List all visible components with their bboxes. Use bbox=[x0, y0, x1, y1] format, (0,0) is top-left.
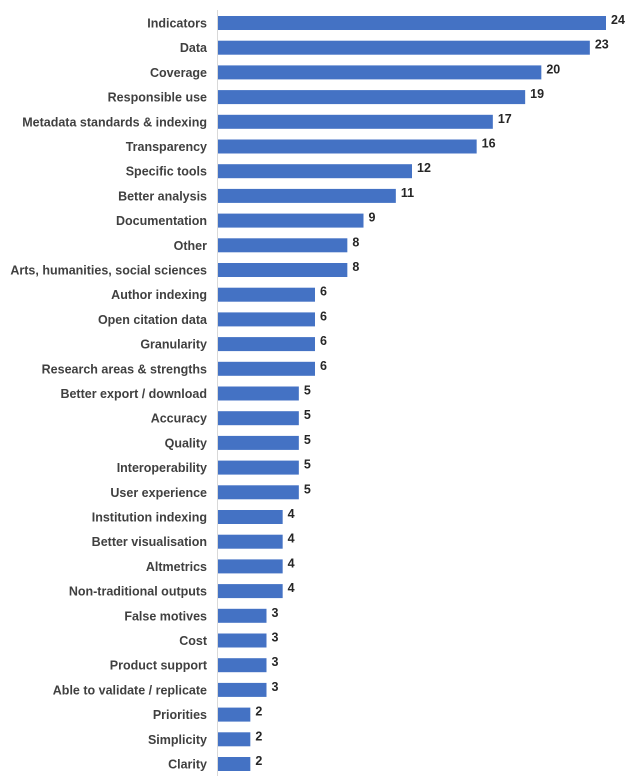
category-label: Indicators bbox=[147, 17, 207, 31]
data-label: 16 bbox=[482, 137, 496, 151]
bar bbox=[218, 139, 477, 154]
bar bbox=[218, 411, 299, 426]
category-label: Simplicity bbox=[148, 733, 207, 747]
bar bbox=[218, 90, 526, 105]
bar bbox=[218, 682, 267, 697]
bar bbox=[218, 460, 299, 475]
category-label: Priorities bbox=[153, 708, 207, 722]
bar bbox=[218, 238, 348, 253]
bar bbox=[218, 757, 251, 771]
data-label: 2 bbox=[255, 729, 262, 743]
category-label: Altmetrics bbox=[146, 560, 207, 574]
category-label: Other bbox=[174, 239, 207, 253]
bar bbox=[218, 263, 348, 277]
data-label: 4 bbox=[288, 532, 295, 546]
data-label: 6 bbox=[320, 334, 327, 348]
data-label: 8 bbox=[352, 235, 359, 249]
bar bbox=[218, 65, 542, 80]
category-label: Product support bbox=[110, 659, 208, 673]
bar bbox=[218, 114, 493, 129]
bar bbox=[218, 658, 267, 673]
category-label: User experience bbox=[110, 486, 207, 500]
data-label: 6 bbox=[320, 309, 327, 323]
data-label: 4 bbox=[288, 507, 295, 521]
data-label: 3 bbox=[272, 655, 279, 669]
category-label: Arts, humanities, social sciences bbox=[10, 264, 207, 278]
bar bbox=[218, 633, 267, 648]
category-label: Better visualisation bbox=[92, 535, 207, 549]
bar bbox=[218, 584, 283, 599]
category-label: Better analysis bbox=[118, 189, 207, 203]
bar bbox=[218, 510, 283, 524]
data-label: 2 bbox=[255, 705, 262, 719]
category-label: Specific tools bbox=[126, 165, 207, 179]
category-label: Author indexing bbox=[111, 288, 207, 302]
bar bbox=[218, 534, 283, 549]
bar bbox=[218, 485, 299, 500]
category-label: Granularity bbox=[140, 338, 207, 352]
category-label: Non-traditional outputs bbox=[69, 585, 207, 599]
category-label: Institution indexing bbox=[92, 511, 207, 525]
data-label: 11 bbox=[401, 186, 414, 200]
bar bbox=[218, 16, 606, 30]
bar bbox=[218, 188, 396, 203]
data-label: 3 bbox=[272, 631, 279, 645]
data-label: 5 bbox=[304, 458, 311, 472]
bar bbox=[218, 361, 315, 376]
bar bbox=[218, 707, 251, 722]
category-label: False motives bbox=[124, 609, 207, 623]
data-label: 6 bbox=[320, 285, 327, 299]
category-label: Clarity bbox=[168, 758, 207, 772]
category-label: Quality bbox=[165, 436, 207, 450]
data-label: 24 bbox=[611, 13, 625, 27]
category-label: Coverage bbox=[150, 66, 207, 80]
data-label: 2 bbox=[255, 754, 262, 768]
category-label: Data bbox=[180, 41, 208, 55]
category-label: Metadata standards & indexing bbox=[22, 115, 207, 129]
data-label: 4 bbox=[288, 556, 295, 570]
data-label: 3 bbox=[272, 680, 279, 694]
data-label: 17 bbox=[498, 112, 512, 126]
data-label: 19 bbox=[530, 87, 544, 101]
data-label: 8 bbox=[352, 260, 359, 274]
bar bbox=[218, 386, 299, 401]
bar bbox=[218, 559, 283, 574]
bar bbox=[218, 337, 315, 352]
data-label: 4 bbox=[288, 581, 295, 595]
category-label: Research areas & strengths bbox=[42, 362, 207, 376]
category-label: Responsible use bbox=[108, 91, 207, 105]
data-label: 5 bbox=[304, 482, 311, 496]
bar bbox=[218, 40, 590, 55]
category-label: Cost bbox=[179, 634, 208, 648]
category-label: Transparency bbox=[126, 140, 207, 154]
category-label: Able to validate / replicate bbox=[53, 683, 207, 697]
data-label: 5 bbox=[304, 408, 311, 422]
bar bbox=[218, 213, 364, 228]
category-label: Documentation bbox=[116, 214, 207, 228]
category-label: Better export / download bbox=[60, 387, 207, 401]
category-label: Accuracy bbox=[151, 412, 207, 426]
data-label: 5 bbox=[304, 433, 311, 447]
category-label: Interoperability bbox=[117, 461, 207, 475]
bar bbox=[218, 608, 267, 623]
bar bbox=[218, 435, 299, 450]
data-label: 20 bbox=[546, 62, 560, 76]
bar bbox=[218, 287, 315, 302]
data-label: 5 bbox=[304, 384, 311, 398]
bar bbox=[218, 164, 412, 179]
bar bbox=[218, 312, 315, 327]
bar bbox=[218, 732, 251, 747]
data-label: 12 bbox=[417, 161, 431, 175]
data-label: 9 bbox=[369, 211, 376, 225]
data-label: 23 bbox=[595, 38, 609, 52]
category-label: Open citation data bbox=[98, 313, 208, 327]
data-label: 6 bbox=[320, 359, 327, 373]
data-label: 3 bbox=[272, 606, 279, 620]
